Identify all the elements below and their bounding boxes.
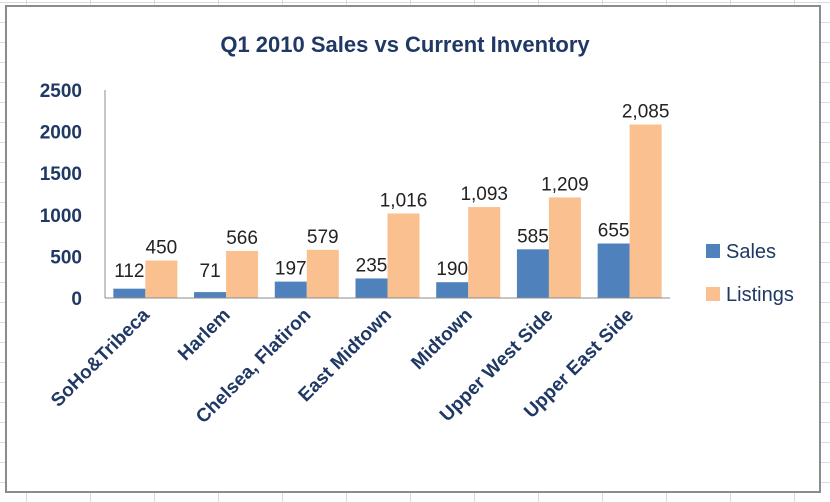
data-label-listings: 1,209 — [541, 174, 589, 195]
y-tick-label: 2000 — [40, 123, 82, 144]
data-label-sales: 585 — [517, 226, 549, 247]
bar-sales[interactable] — [274, 281, 307, 298]
y-tick-label: 1000 — [40, 206, 82, 227]
data-label-sales: 197 — [275, 259, 307, 280]
data-label-listings: 1,093 — [460, 184, 508, 205]
data-label-listings: 2,085 — [622, 102, 670, 123]
legend-label-listings: Listings — [726, 284, 794, 306]
x-tick-label: Midtown — [407, 305, 476, 374]
bar-listings[interactable] — [387, 213, 420, 298]
bar-sales[interactable] — [597, 243, 630, 298]
legend-swatch-sales — [706, 244, 720, 258]
legend: Sales Listings — [706, 241, 794, 306]
y-tick-label: 2500 — [40, 81, 82, 102]
data-label-listings: 450 — [146, 238, 178, 259]
x-tick-label: Harlem — [174, 305, 234, 365]
y-tick-label: 1500 — [40, 164, 82, 185]
x-tick-label: SoHo&Tribeca — [47, 304, 154, 411]
bar-listings[interactable] — [145, 260, 178, 298]
legend-swatch-listings — [706, 287, 720, 301]
bar-sales[interactable] — [436, 282, 469, 298]
y-tick-label: 0 — [71, 289, 82, 310]
data-label-listings: 566 — [226, 228, 258, 249]
bar-sales[interactable] — [516, 249, 549, 298]
bar-listings[interactable] — [548, 197, 581, 298]
y-tick-label: 500 — [50, 247, 82, 268]
bar-sales[interactable] — [194, 292, 227, 298]
data-label-sales: 235 — [356, 255, 388, 276]
data-label-listings: 579 — [307, 227, 339, 248]
data-label-listings: 1,016 — [380, 190, 428, 211]
y-axis: 0 500 1000 1500 2000 2500 — [40, 81, 106, 310]
data-label-sales: 655 — [598, 221, 630, 242]
chart-title: Q1 2010 Sales vs Current Inventory — [220, 32, 590, 57]
bar-listings[interactable] — [306, 249, 339, 298]
data-label-sales: 112 — [114, 261, 144, 282]
legend-label-sales: Sales — [726, 241, 776, 263]
bar-listings[interactable] — [468, 207, 501, 298]
bar-series — [113, 124, 662, 298]
data-label-sales: 190 — [436, 259, 468, 280]
bar-sales[interactable] — [355, 278, 388, 298]
data-label-sales: 71 — [200, 261, 221, 282]
bar-listings[interactable] — [629, 124, 662, 298]
bar-listings[interactable] — [226, 250, 259, 298]
bar-sales[interactable] — [113, 288, 146, 298]
